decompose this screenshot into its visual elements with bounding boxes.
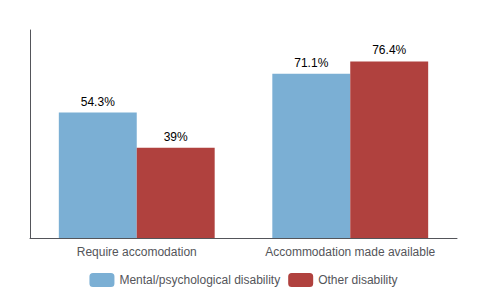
svg-text:54.3%: 54.3% xyxy=(81,95,115,109)
svg-text:Require accomodation: Require accomodation xyxy=(77,245,197,259)
svg-text:Mental/psychological disabilit: Mental/psychological disability xyxy=(119,273,280,287)
svg-text:Other disability: Other disability xyxy=(318,273,397,287)
svg-text:71.1%: 71.1% xyxy=(294,56,328,70)
svg-text:Accommodation made available: Accommodation made available xyxy=(265,245,435,259)
svg-text:76.4%: 76.4% xyxy=(372,43,406,57)
svg-text:39%: 39% xyxy=(164,130,188,144)
